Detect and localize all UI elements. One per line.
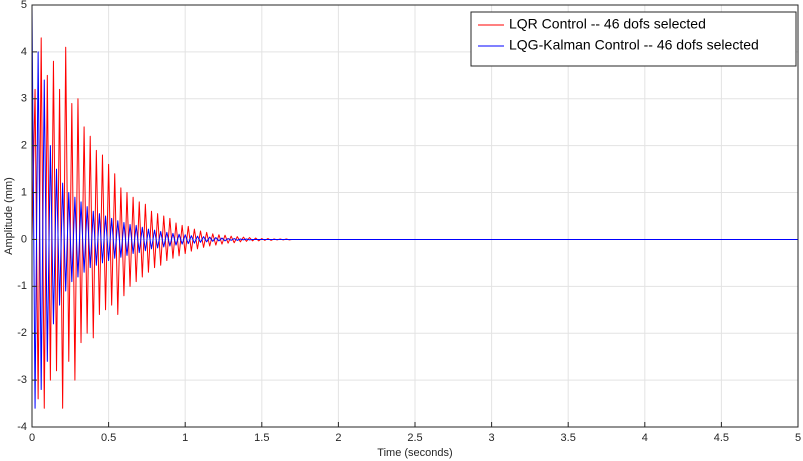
legend: LQR Control -- 46 dofs selected LQG-Kalma… (470, 11, 797, 67)
y-tick-label: -2 (17, 327, 27, 339)
x-tick-label: 3.5 (561, 432, 576, 444)
legend-label: LQG-Kalman Control -- 46 dofs selected (509, 37, 759, 53)
series-line (31, 4, 798, 409)
y-tick-label: -1 (17, 280, 27, 292)
legend-box (470, 11, 797, 67)
x-axis-label: Time (seconds) (377, 447, 452, 459)
x-tick-label: 1 (182, 432, 188, 444)
y-axis-label: Amplitude (mm) (3, 177, 15, 255)
x-tick-label: 3 (489, 432, 495, 444)
y-tick-label: -3 (17, 374, 27, 386)
x-tick-label: 0 (29, 432, 35, 444)
plot-lines (31, 4, 798, 409)
x-tick-label: 2 (335, 432, 341, 444)
x-tick-label: 4 (642, 432, 648, 444)
x-tick-label: 1.5 (254, 432, 269, 444)
x-tick-label: 5 (795, 432, 801, 444)
y-tick-label: 4 (21, 46, 27, 58)
x-tick-label: 4.5 (714, 432, 729, 444)
y-tick-label: 2 (21, 140, 27, 152)
ticks: -4 -3 -2 -1 0 1 2 3 4 5 0 0.5 1 1.5 2 2.5 3 3.5 4 4.5 5 (17, 0, 801, 444)
x-tick-label: 0.5 (101, 432, 116, 444)
y-tick-label: -4 (17, 421, 27, 433)
legend-label: LQR Control -- 46 dofs selected (509, 16, 706, 32)
y-tick-label: 0 (21, 233, 27, 245)
y-tick-label: 1 (21, 186, 27, 198)
x-tick-label: 2.5 (407, 432, 422, 444)
y-tick-label: 5 (21, 0, 27, 11)
y-tick-label: 3 (21, 93, 27, 105)
